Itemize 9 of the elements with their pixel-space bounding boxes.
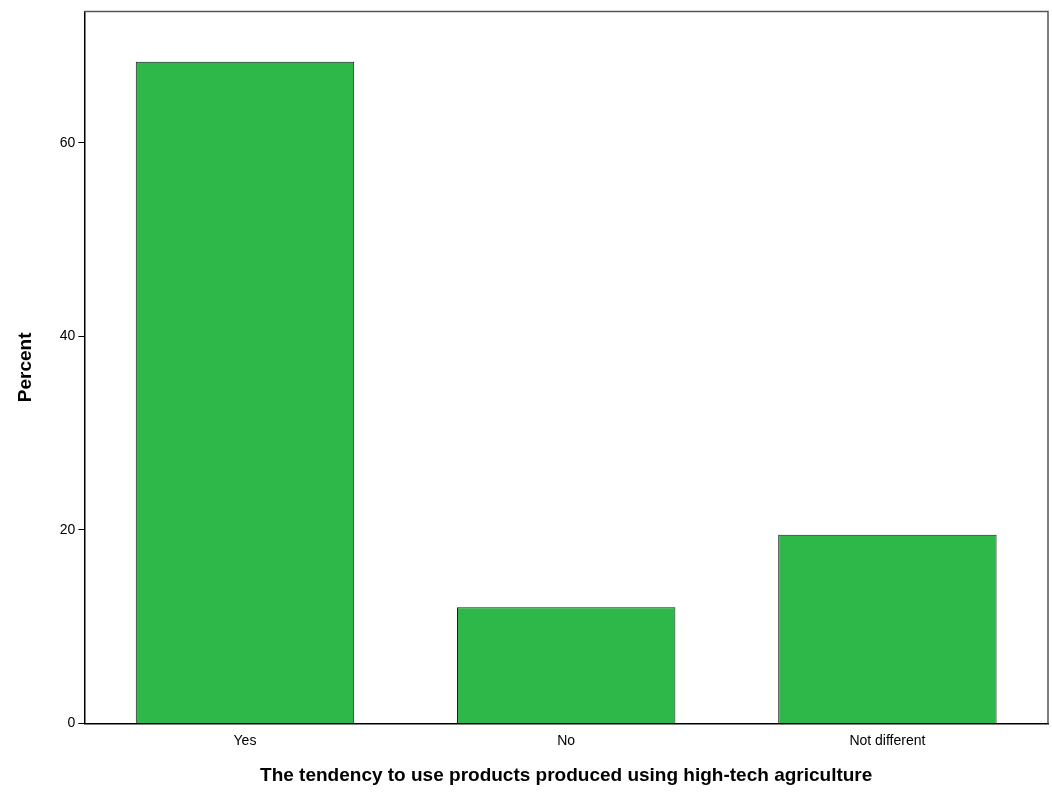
- y-tick-label: 20: [59, 520, 76, 537]
- x-axis-title: The tendency to use products produced using high-tech agriculture: [260, 763, 873, 785]
- y-tick-label: 40: [59, 327, 76, 344]
- x-tick-label: Not different: [849, 731, 926, 748]
- y-tick-label: 0: [67, 714, 76, 731]
- x-tick-label: No: [557, 731, 576, 748]
- x-tick-label: Yes: [233, 731, 257, 748]
- y-axis-title: Percent: [13, 331, 35, 403]
- y-tick-label: 60: [59, 133, 76, 150]
